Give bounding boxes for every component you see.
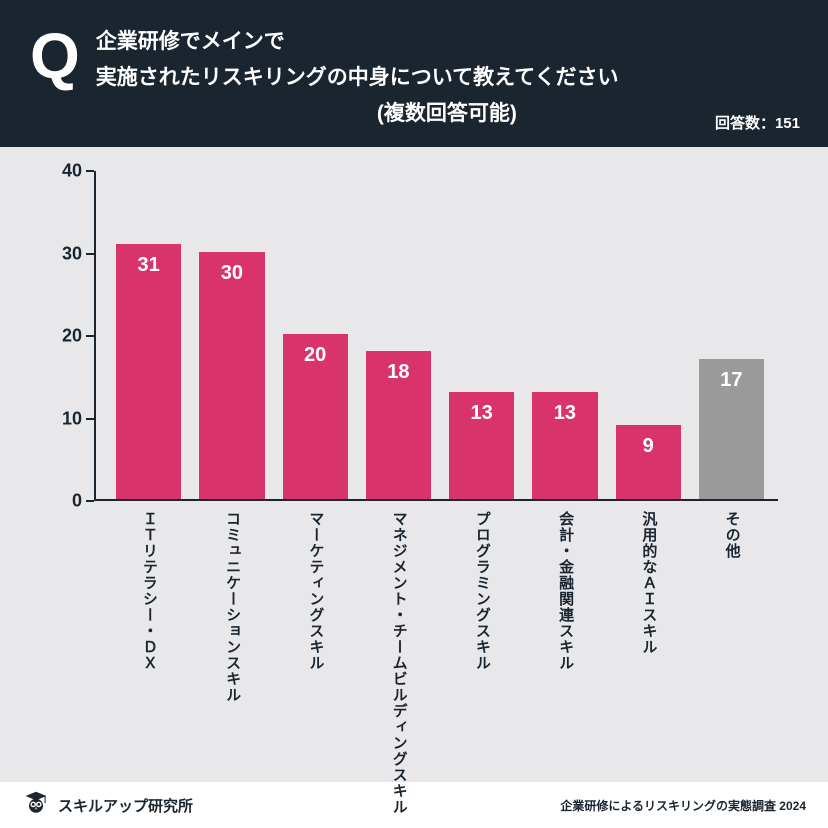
bars-container: 31 30 20 18 13 13 9 17 xyxy=(94,171,778,501)
y-tick-label: 20 xyxy=(62,326,82,347)
bar-value-label: 17 xyxy=(699,369,764,392)
question-note: (複数回答可能) xyxy=(96,97,798,127)
bar: 17 xyxy=(699,359,764,499)
x-labels: ＩＴリテラシー・ＤＸ コミュニケーションスキルマーケティングスキルマネジメント・チ… xyxy=(94,501,778,820)
bar-value-label: 18 xyxy=(366,361,431,384)
bar-slot: 18 xyxy=(366,171,431,501)
bar: 20 xyxy=(283,334,348,499)
bar-value-label: 9 xyxy=(616,435,681,458)
category-label: コミュニケーションスキル xyxy=(199,511,264,820)
y-tick-mark xyxy=(86,170,94,172)
y-tick-mark xyxy=(86,418,94,420)
question-text: 企業研修でメインで 実施されたリスキリングの中身について教えてください (複数回… xyxy=(96,24,798,127)
question-header: Q 企業研修でメインで 実施されたリスキリングの中身について教えてください (複… xyxy=(0,0,828,147)
bar-value-label: 13 xyxy=(449,402,514,425)
bar-value-label: 13 xyxy=(532,402,597,425)
question-mark: Q xyxy=(30,28,78,86)
bar-slot: 13 xyxy=(449,171,514,501)
owl-icon xyxy=(22,789,50,822)
category-label: 汎用的なＡＩスキル xyxy=(616,511,681,820)
bar: 13 xyxy=(532,392,597,499)
bar-slot: 9 xyxy=(616,171,681,501)
response-count: 回答数：151 xyxy=(715,112,800,133)
bar-slot: 13 xyxy=(532,171,597,501)
bar: 30 xyxy=(199,252,264,500)
bar: 18 xyxy=(366,351,431,500)
bar: 31 xyxy=(116,244,181,500)
y-tick-label: 40 xyxy=(62,161,82,182)
question-line-1: 企業研修でメインで xyxy=(96,24,798,60)
bar-slot: 20 xyxy=(283,171,348,501)
category-label: プログラミングスキル xyxy=(449,511,514,820)
category-label: ＩＴリテラシー・ＤＸ xyxy=(116,511,181,820)
bar-value-label: 30 xyxy=(199,262,264,285)
category-label: 会計・金融関連スキル xyxy=(532,511,597,820)
bar: 13 xyxy=(449,392,514,499)
y-tick-label: 0 xyxy=(72,491,82,512)
y-tick-label: 30 xyxy=(62,243,82,264)
category-label: マネジメント・チームビルディングスキル xyxy=(366,511,431,820)
plot-area: 010203040 313020181313917 ＩＴリテラシー・ＤＸコミュニ… xyxy=(94,171,778,501)
category-label: マーケティングスキル xyxy=(283,511,348,820)
header-row: Q 企業研修でメインで 実施されたリスキリングの中身について教えてください (複… xyxy=(30,24,798,127)
bar-value-label: 31 xyxy=(116,254,181,277)
bar-slot: 31 xyxy=(116,171,181,501)
y-tick-label: 10 xyxy=(62,408,82,429)
bar-value-label: 20 xyxy=(283,344,348,367)
category-label: その他 xyxy=(699,511,764,820)
chart-area: 010203040 313020181313917 ＩＴリテラシー・ＤＸコミュニ… xyxy=(0,147,828,782)
bar-slot: 30 xyxy=(199,171,264,501)
y-tick-mark xyxy=(86,500,94,502)
y-tick-mark xyxy=(86,253,94,255)
y-tick-mark xyxy=(86,335,94,337)
question-line-2: 実施されたリスキリングの中身について教えてください xyxy=(96,60,798,96)
y-axis: 010203040 xyxy=(40,171,94,501)
bar-slot: 17 xyxy=(699,171,764,501)
bar: 9 xyxy=(616,425,681,499)
